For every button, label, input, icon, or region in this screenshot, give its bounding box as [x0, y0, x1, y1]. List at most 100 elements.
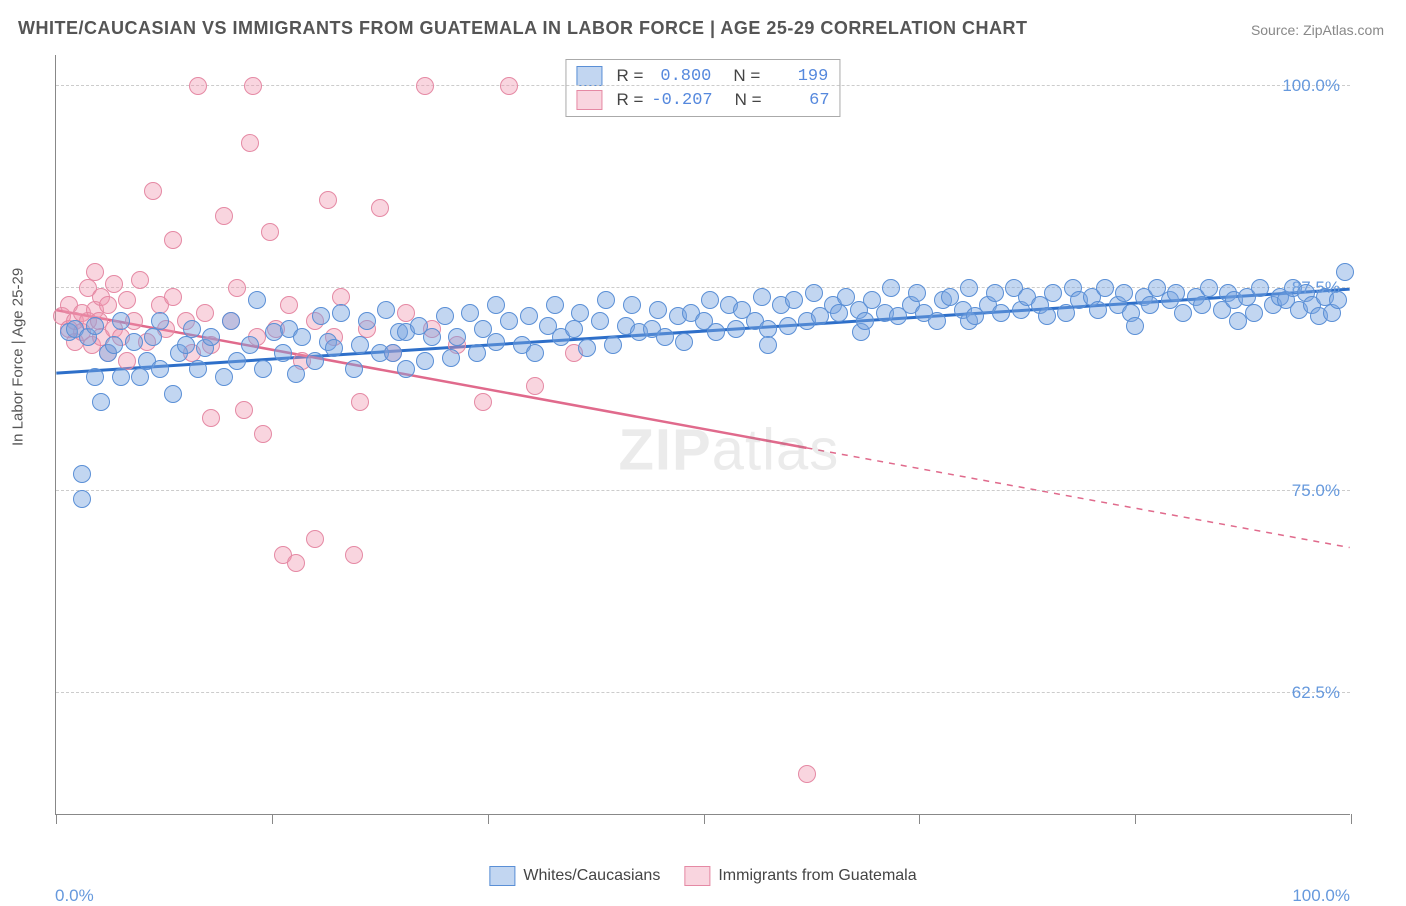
data-point	[371, 199, 389, 217]
data-point	[319, 191, 337, 209]
trend-lines-layer	[56, 55, 1350, 814]
data-point	[189, 360, 207, 378]
data-point	[151, 360, 169, 378]
legend-swatch	[576, 90, 602, 110]
data-point	[293, 328, 311, 346]
trend-line-extrapolated	[806, 448, 1349, 548]
data-point	[1038, 307, 1056, 325]
data-point	[125, 333, 143, 351]
scatter-chart: R =0.800N =199R =-0.207N =67 ZIPatlas 62…	[55, 55, 1350, 815]
data-point	[73, 490, 91, 508]
data-point	[280, 296, 298, 314]
data-point	[241, 134, 259, 152]
data-point	[546, 296, 564, 314]
data-point	[500, 312, 518, 330]
data-point	[1245, 304, 1263, 322]
data-point	[1044, 284, 1062, 302]
data-point	[468, 344, 486, 362]
data-point	[759, 336, 777, 354]
data-point	[487, 296, 505, 314]
data-point	[1141, 296, 1159, 314]
data-point	[196, 304, 214, 322]
data-point	[105, 336, 123, 354]
data-point	[1251, 279, 1269, 297]
data-point	[1336, 263, 1354, 281]
data-point	[112, 312, 130, 330]
legend-stat-row: R =-0.207N =67	[576, 88, 829, 112]
data-point	[1096, 279, 1114, 297]
data-point	[248, 291, 266, 309]
data-point	[351, 336, 369, 354]
stat-r-label: R =	[616, 66, 643, 86]
source-label: Source:	[1251, 22, 1303, 38]
data-point	[306, 530, 324, 548]
data-point	[1193, 296, 1211, 314]
data-point	[215, 207, 233, 225]
stat-r-value: 0.800	[651, 67, 711, 86]
data-point	[908, 284, 926, 302]
data-point	[1167, 284, 1185, 302]
data-point	[992, 304, 1010, 322]
x-tick	[1351, 814, 1352, 824]
data-point	[377, 301, 395, 319]
data-point	[882, 279, 900, 297]
data-point	[241, 336, 259, 354]
chart-title: WHITE/CAUCASIAN VS IMMIGRANTS FROM GUATE…	[18, 18, 1028, 39]
data-point	[1174, 304, 1192, 322]
data-point	[228, 352, 246, 370]
data-point	[384, 344, 402, 362]
data-point	[202, 328, 220, 346]
data-point	[235, 401, 253, 419]
data-point	[1329, 291, 1347, 309]
data-point	[487, 333, 505, 351]
data-point	[164, 288, 182, 306]
stat-n-value: 199	[768, 67, 828, 86]
data-point	[189, 77, 207, 95]
data-point	[753, 288, 771, 306]
data-point	[805, 284, 823, 302]
data-point	[928, 312, 946, 330]
data-point	[591, 312, 609, 330]
gridline	[56, 490, 1350, 491]
x-tick	[488, 814, 489, 824]
correlation-legend: R = 0.800 N = 199 R =-0.207N =67	[565, 59, 840, 117]
data-point	[222, 312, 240, 330]
data-point	[118, 291, 136, 309]
data-point	[830, 304, 848, 322]
data-point	[351, 393, 369, 411]
data-point	[244, 77, 262, 95]
x-tick	[272, 814, 273, 824]
data-point	[701, 291, 719, 309]
data-point	[287, 554, 305, 572]
data-point	[604, 336, 622, 354]
data-point	[228, 279, 246, 297]
data-point	[986, 284, 1004, 302]
data-point	[287, 365, 305, 383]
data-point	[656, 328, 674, 346]
data-point	[112, 368, 130, 386]
y-tick-label: 75.0%	[1292, 481, 1340, 501]
legend-swatch	[684, 866, 710, 886]
data-point	[261, 223, 279, 241]
source-attribution: Source: ZipAtlas.com	[1251, 22, 1384, 38]
data-point	[727, 320, 745, 338]
data-point	[312, 307, 330, 325]
data-point	[73, 465, 91, 483]
data-point	[960, 279, 978, 297]
legend-swatch	[576, 66, 602, 86]
data-point	[1115, 284, 1133, 302]
data-point	[520, 307, 538, 325]
data-point	[144, 328, 162, 346]
legend-swatch	[489, 866, 515, 886]
data-point	[578, 339, 596, 357]
data-point	[215, 368, 233, 386]
data-point	[274, 344, 292, 362]
stat-n-label: N =	[733, 66, 760, 86]
data-point	[325, 339, 343, 357]
data-point	[131, 271, 149, 289]
stat-r-label: R =	[616, 90, 643, 110]
data-point	[397, 360, 415, 378]
data-point	[183, 320, 201, 338]
data-point	[151, 312, 169, 330]
data-point	[164, 231, 182, 249]
